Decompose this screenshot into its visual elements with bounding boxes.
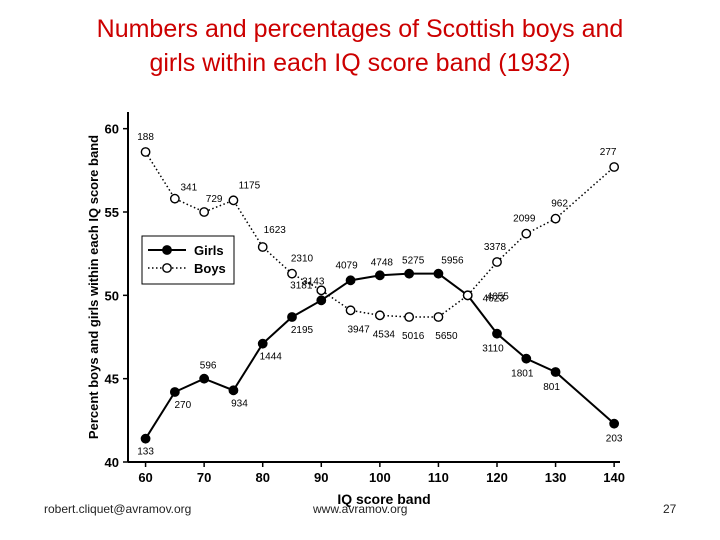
x-tick-label-130: 130	[545, 470, 567, 485]
girls-data-label-80: 1444	[260, 352, 283, 363]
y-axis-label: Percent boys and girls within each IQ sc…	[86, 135, 101, 439]
girls-point-110	[433, 268, 444, 279]
girls-data-label-140: 203	[606, 434, 623, 445]
x-tick-label-60: 60	[138, 470, 152, 485]
boys-data-label-85: 2310	[291, 254, 314, 265]
girls-data-label-85: 2195	[291, 325, 314, 336]
boys-point-75	[228, 195, 239, 206]
girls-point-70	[199, 373, 210, 384]
x-tick-label-110: 110	[428, 470, 449, 485]
girls-data-label-120: 3110	[482, 344, 504, 355]
girls-point-125	[521, 353, 532, 364]
girls-data-label-130: 801	[543, 382, 560, 393]
boys-data-label-60: 188	[137, 132, 154, 143]
boys-point-110	[433, 312, 444, 322]
boys-point-120	[492, 257, 502, 267]
boys-point-100	[374, 310, 385, 321]
boys-point-80	[257, 242, 268, 252]
boys-point-130	[550, 213, 561, 224]
x-tick-label-80: 80	[255, 470, 269, 485]
boys-data-label-115: 4655	[487, 291, 510, 302]
boys-point-65	[169, 193, 180, 204]
girls-point-140	[609, 418, 620, 429]
boys-data-label-105: 5016	[402, 331, 425, 342]
boys-series-line	[144, 151, 615, 318]
legend-boys-label: Boys	[194, 261, 226, 276]
boys-point-105	[404, 312, 415, 322]
boys-point-115	[462, 290, 473, 301]
girls-point-95	[345, 275, 356, 286]
girls-point-90	[316, 295, 327, 306]
boys-point-60	[140, 147, 151, 157]
y-tick-label-40: 40	[105, 455, 119, 470]
girls-data-label-100: 4748	[371, 257, 394, 268]
girls-data-label-75: 934	[231, 398, 248, 409]
slide-title-line-2: girls within each IQ score band (1932)	[149, 49, 571, 77]
x-tick-label-90: 90	[314, 470, 328, 485]
legend-girls-marker	[162, 245, 172, 255]
iq-band-line-chart: 40 45 50 55 60 60 70 80 90 100 110 120 130 140 IQ scor…	[86, 112, 625, 507]
girls-data-label-65: 270	[175, 400, 192, 411]
girls-point-120	[492, 328, 502, 339]
girls-data-label-105: 5275	[402, 256, 425, 267]
girls-point-75	[228, 385, 239, 396]
girls-data-label-90: 3143	[302, 276, 325, 287]
boys-point-95	[345, 305, 356, 316]
girls-point-60	[140, 433, 151, 444]
girls-point-100	[374, 270, 385, 281]
boys-data-label-110: 5650	[435, 331, 458, 342]
boys-point-140	[609, 162, 620, 172]
girls-point-85	[287, 312, 297, 322]
x-tick-label-120: 120	[486, 470, 508, 485]
legend-boys-marker	[162, 263, 172, 273]
girls-point-130	[550, 367, 561, 377]
girls-data-label-95: 4079	[335, 260, 358, 271]
slide-title: Numbers and percentages of Scottish boys…	[0, 12, 720, 80]
boys-data-label-120: 3378	[484, 242, 507, 253]
boys-data-label-140: 277	[600, 147, 617, 158]
y-tick-label-50: 50	[105, 288, 119, 303]
x-axis-label: IQ score band	[337, 491, 430, 507]
boys-point-125	[521, 228, 532, 239]
slide-title-line-1: Numbers and percentages of Scottish boys…	[96, 15, 624, 43]
girls-data-label-70: 596	[200, 361, 217, 372]
girls-data-label-115: 4623	[483, 293, 506, 304]
y-tick-label-60: 60	[105, 122, 119, 137]
boys-point-70	[199, 207, 210, 217]
boys-data-label-130: 962	[551, 199, 568, 210]
boys-data-label-100: 4534	[373, 329, 396, 340]
boys-data-label-95: 3947	[347, 324, 370, 335]
x-tick-label-100: 100	[369, 470, 391, 485]
boys-data-label-75: 1175	[239, 180, 261, 191]
legend-girls-label: Girls	[194, 243, 224, 258]
footer-page-number: 27	[663, 502, 677, 516]
boys-point-90	[316, 285, 327, 296]
boys-point-85	[287, 268, 297, 279]
boys-data-label-65: 341	[181, 183, 198, 194]
boys-data-label-70: 729	[206, 194, 223, 205]
girls-point-105	[404, 268, 415, 279]
boys-data-label-125: 2099	[513, 214, 536, 225]
legend-box	[141, 235, 235, 285]
girls-point-65	[169, 387, 180, 397]
boys-data-label-80: 1623	[264, 225, 287, 236]
girls-data-label-110: 5956	[441, 256, 464, 267]
footer-website: www.avramov.org	[313, 502, 408, 516]
boys-data-label-90: 3181	[290, 280, 313, 291]
x-tick-label-140: 140	[603, 470, 625, 485]
girls-data-label-60: 133	[137, 447, 154, 458]
girls-data-label-125: 1801	[511, 369, 534, 380]
footer-email: robert.cliquet@avramov.org	[44, 502, 192, 516]
y-tick-label-55: 55	[105, 205, 119, 220]
y-tick-label-45: 45	[105, 372, 119, 387]
girls-point-80	[257, 338, 268, 349]
x-tick-label-70: 70	[197, 470, 211, 485]
girls-series-line	[144, 272, 615, 440]
